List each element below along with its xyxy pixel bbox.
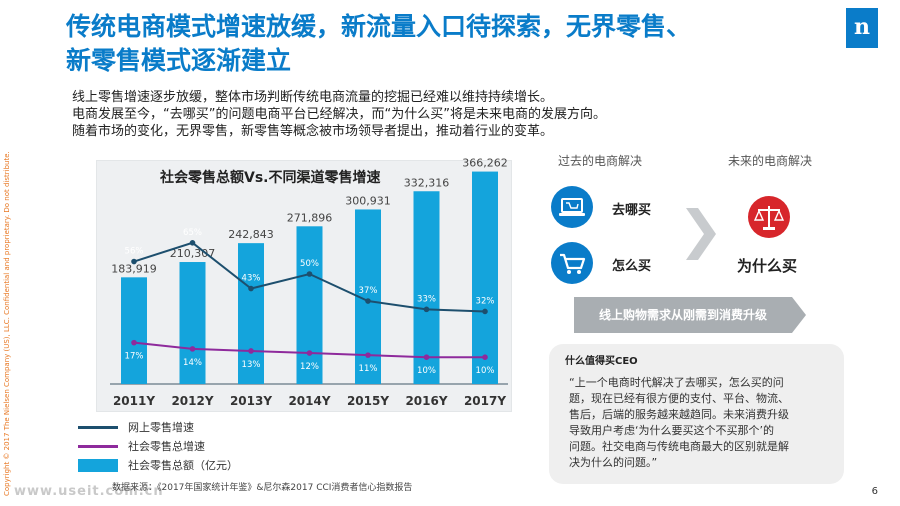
chart-title: 社会零售总额Vs.不同渠道零售增速: [160, 170, 381, 186]
bar-2014Y: [296, 226, 323, 384]
x-tick-label: 2014Y: [288, 394, 330, 408]
page-title-line-2: 新零售模式逐渐建立: [66, 46, 292, 75]
total-growth-label: 10%: [417, 366, 436, 376]
online-growth-label: 65%: [183, 228, 202, 238]
bar-value-label: 210,307: [170, 247, 216, 260]
quote-line: “上一个电商时代解决了去哪买，怎么买的问: [569, 376, 784, 389]
total-growth-label: 13%: [242, 360, 261, 370]
total-growth-label: 11%: [359, 364, 378, 374]
bar-value-label: 366,262: [462, 157, 508, 170]
bar-2016Y: [413, 191, 440, 384]
quote-line: 题，现在已经有很方便的支付、平台、物流、: [569, 392, 789, 405]
legend-item-online-growth: 网上零售增速: [78, 418, 238, 437]
how-to-buy-label: 怎么买: [612, 259, 652, 274]
page-title: 传统电商模式增速放缓，新流量入口待探索，无界零售、 新零售模式逐渐建立: [66, 10, 826, 78]
quote-line: 售后，后端的服务越来越趋同。未来消费升级: [569, 408, 789, 421]
legend-label-total-growth: 社会零售总增速: [128, 440, 205, 453]
past-solution-header: 过去的电商解决: [558, 154, 643, 168]
banner-text: 线上购物需求从刚需到消费升级: [598, 308, 767, 322]
legend-label-online-growth: 网上零售增速: [128, 421, 194, 434]
online-growth-point: [365, 298, 371, 304]
page-title-line-1: 传统电商模式增速放缓，新流量入口待探索，无界零售、: [66, 12, 692, 41]
banner-arrow: [574, 297, 806, 333]
quote-box: [549, 344, 844, 484]
total-growth-label: 14%: [183, 358, 202, 368]
online-growth-point: [482, 308, 488, 315]
online-growth-label: 32%: [476, 296, 495, 306]
online-growth-point: [423, 306, 430, 313]
online-growth-point: [131, 258, 137, 265]
total-growth-point: [423, 354, 430, 360]
copyright-vertical-text: Copyright © 2017 The Nielsen Company (US…: [3, 151, 11, 496]
shopping-cart-icon: [551, 242, 593, 284]
where-to-buy-label: 去哪买: [612, 203, 652, 218]
online-growth-point: [306, 271, 313, 277]
online-growth-label: 50%: [300, 259, 319, 269]
data-source: 数据来源：《2017年国家统计年鉴》&尼尔森2017 CCI消费者信心指数报告: [112, 483, 413, 493]
bar-value-label: 300,931: [345, 194, 391, 207]
balance-scale-icon: [748, 196, 790, 238]
retail-chart: 183,919 2011Y 210,307 2012Y 242,843 2013Y 271,…: [110, 157, 508, 408]
quote-line: 导致用户考虑‘为什么要买这个不买那个’的: [569, 424, 774, 437]
quote-title: 什么值得买CEO: [565, 356, 638, 367]
x-tick-label: 2016Y: [405, 394, 447, 408]
total-growth-point: [131, 339, 137, 346]
total-growth-point: [189, 346, 196, 352]
intro-line-3: 随着市场的变化，无界零售，新零售等概念被市场领导者提出，推动着行业的变革。: [72, 124, 554, 139]
x-tick-label: 2012Y: [171, 394, 213, 408]
bar-value-label: 242,843: [228, 228, 274, 241]
total-growth-point: [365, 352, 371, 358]
total-growth-point: [482, 354, 488, 360]
online-growth-label: 43%: [242, 274, 261, 284]
total-growth-label: 17%: [125, 352, 144, 362]
bar-2012Y: [179, 262, 206, 384]
total-growth-point: [306, 350, 313, 356]
online-growth-point: [248, 285, 254, 292]
legend-line-swatch-total: [78, 445, 118, 448]
x-tick-label: 2011Y: [113, 394, 155, 408]
quote-line: 问题。社交电商与传统电商最大的区别就是解: [569, 440, 789, 453]
x-tick-label: 2017Y: [464, 394, 506, 408]
page-number: 6: [871, 486, 878, 497]
legend-item-total-amount: 社会零售总额（亿元）: [78, 456, 238, 475]
laptop-cart-icon: [551, 186, 593, 228]
online-growth-point: [189, 240, 196, 246]
total-growth-point: [248, 348, 254, 354]
x-tick-label: 2013Y: [230, 394, 272, 408]
watermark: www.useit.com.cn: [14, 484, 164, 499]
legend-label-total-amount: 社会零售总额（亿元）: [128, 459, 238, 472]
chevron-right-icon: [686, 208, 716, 260]
legend-bar-swatch: [78, 459, 118, 472]
bar-2013Y: [238, 243, 264, 384]
future-solution-header: 未来的电商解决: [728, 154, 813, 168]
bar-value-label: 332,316: [404, 176, 450, 189]
intro-line-2: 电商发展至今，“去哪买”的问题电商平台已经解决，而“为什么买”将是未来电商的发展…: [72, 107, 606, 122]
chart-legend: 网上零售增速 社会零售总增速 社会零售总额（亿元）: [78, 418, 238, 475]
bar-value-label: 183,919: [111, 262, 157, 275]
total-growth-label: 12%: [300, 362, 319, 372]
online-growth-label: 37%: [359, 286, 378, 296]
online-growth-label: 56%: [125, 247, 144, 257]
legend-line-swatch-online: [78, 426, 118, 429]
bar-2017Y: [472, 171, 498, 384]
intro-text: 线上零售增速逐步放缓，整体市场判断传统电商流量的挖掘已经难以维持持续增长。 电商…: [72, 89, 772, 140]
legend-item-total-growth: 社会零售总增速: [78, 437, 238, 456]
total-growth-label: 10%: [476, 366, 495, 376]
why-buy-label: 为什么买: [737, 257, 798, 275]
bar-value-label: 271,896: [287, 211, 333, 224]
bar-2011Y: [121, 277, 147, 384]
quote-body: “上一个电商时代解决了去哪买，怎么买的问 题，现在已经有很方便的支付、平台、物流…: [569, 375, 831, 471]
nielsen-logo: n: [846, 8, 878, 48]
x-tick-label: 2015Y: [347, 394, 389, 408]
online-growth-label: 33%: [417, 294, 436, 304]
intro-line-1: 线上零售增速逐步放缓，整体市场判断传统电商流量的挖掘已经难以维持持续增长。: [72, 90, 554, 105]
quote-line: 决为什么的问题。”: [569, 456, 658, 469]
